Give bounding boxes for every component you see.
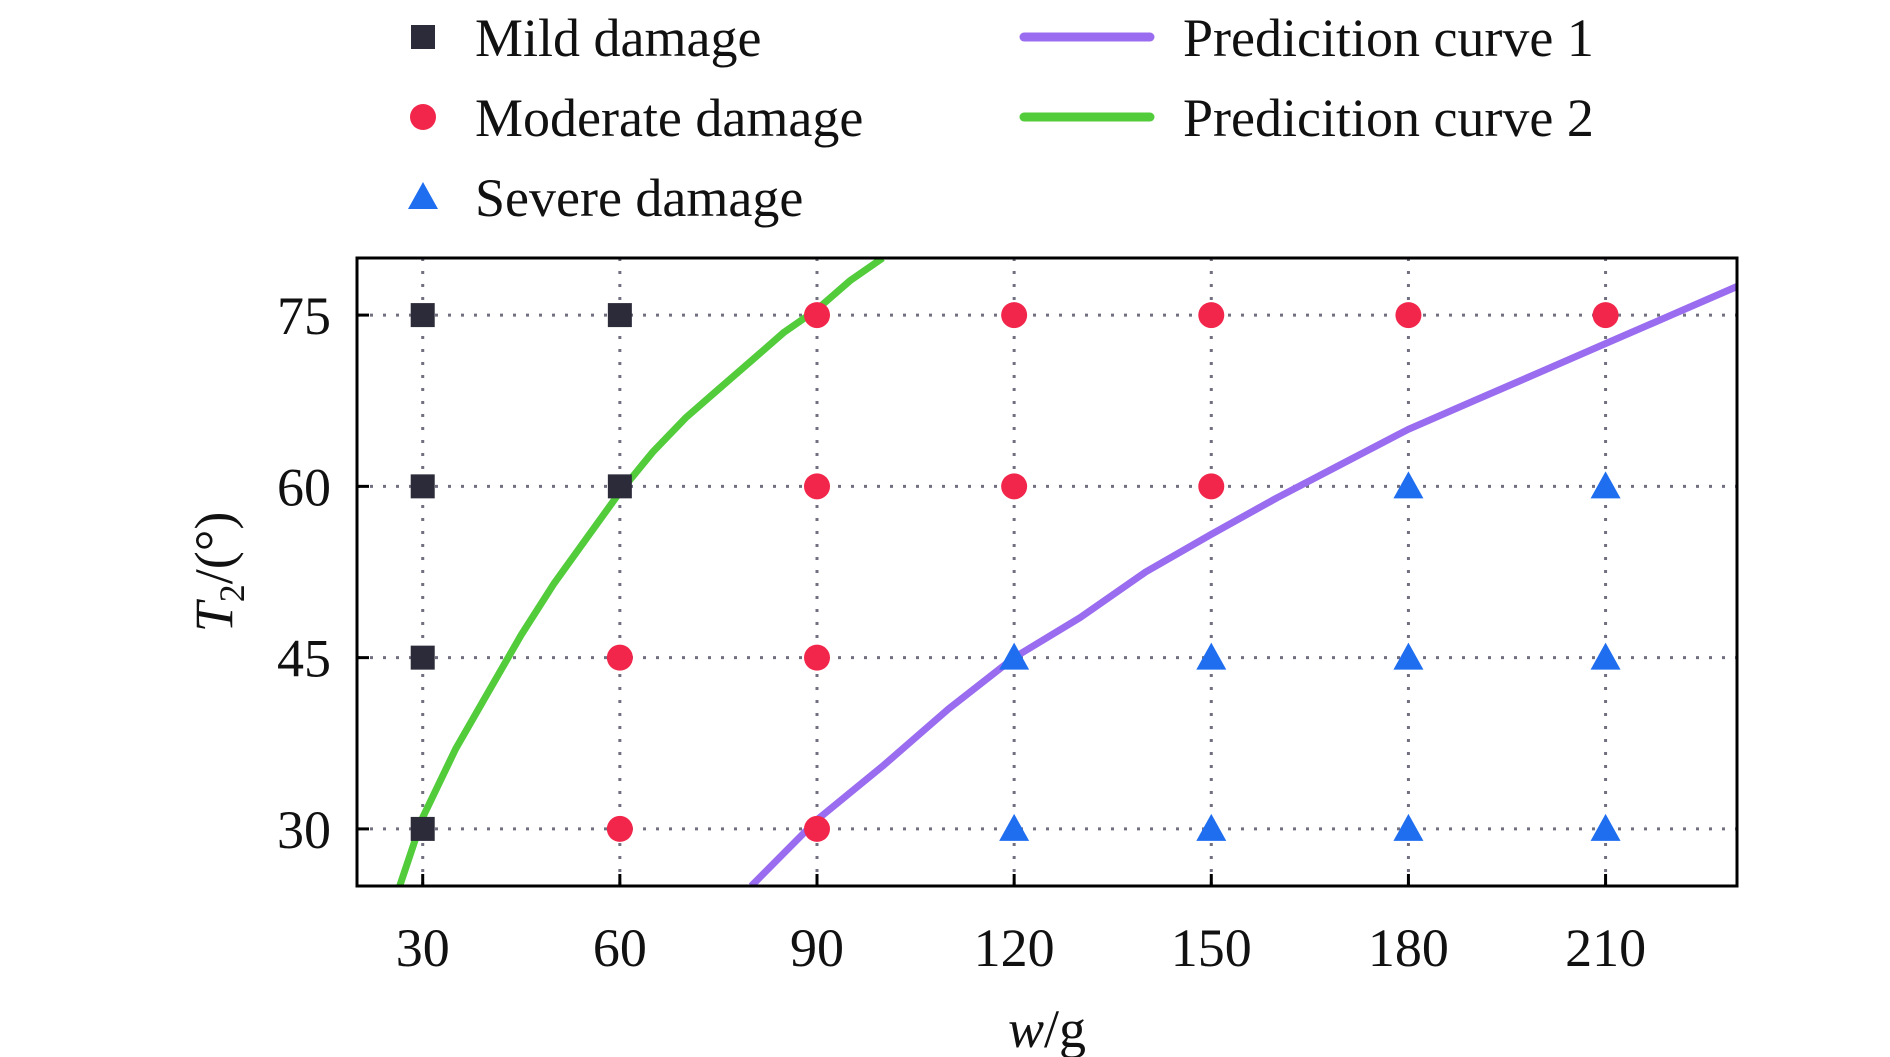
- severe-damage-point: [1590, 813, 1621, 841]
- severe-damage-point: [1196, 642, 1227, 670]
- x-tick-label: 150: [1171, 918, 1252, 978]
- severe-damage-legend-label: Severe damage: [475, 168, 803, 228]
- y-axis-unit: /(°): [184, 512, 244, 585]
- mild-damage-point: [410, 816, 435, 841]
- x-tick-label: 90: [790, 918, 844, 978]
- severe-damage-point: [1590, 471, 1621, 499]
- severe-damage-point: [1393, 642, 1424, 670]
- moderate-damage-point: [606, 644, 633, 671]
- x-tick-label: 60: [593, 918, 647, 978]
- x-axis-unit: /g: [1044, 999, 1086, 1057]
- y-axis-var: T: [184, 598, 244, 632]
- axis-labels: w/g T2/(°): [184, 512, 1086, 1057]
- mild-damage-legend-marker: [411, 25, 435, 49]
- moderate-damage-point: [1592, 302, 1619, 329]
- data-points: [410, 302, 1621, 842]
- y-tick-label: 30: [277, 800, 331, 860]
- legend: Mild damage Moderate damage Severe damage P…: [408, 8, 1594, 228]
- mild-damage-legend-label: Mild damage: [475, 8, 761, 68]
- moderate-damage-point: [606, 815, 633, 842]
- grid: [357, 258, 1737, 886]
- moderate-damage-point: [804, 302, 830, 329]
- predicition-curve-1-legend-label: Predicition curve 1: [1183, 8, 1594, 68]
- mild-damage-point: [607, 303, 632, 328]
- x-axis-var: w: [1008, 999, 1044, 1057]
- mild-damage-point: [410, 303, 435, 328]
- moderate-damage-point: [1198, 302, 1225, 329]
- severe-damage-point: [1196, 813, 1227, 841]
- moderate-damage-point: [1198, 473, 1225, 500]
- mild-damage-point: [607, 474, 632, 499]
- severe-damage-point: [999, 642, 1030, 670]
- y-axis-sub: 2: [212, 584, 252, 602]
- moderate-damage-point: [1001, 302, 1028, 329]
- moderate-damage-point: [804, 815, 830, 842]
- moderate-damage-legend-label: Moderate damage: [475, 88, 863, 148]
- moderate-damage-legend-marker: [410, 104, 436, 130]
- x-tick-label: 180: [1368, 918, 1449, 978]
- severe-damage-point: [1393, 813, 1424, 841]
- axis-ticks: 30 60 90 120 150 180 210 30 45 60 75: [277, 286, 1646, 978]
- plot-frame: [355, 256, 1739, 888]
- predicition-curve-2: [396, 258, 885, 886]
- prediction-curves: [396, 258, 1737, 886]
- severe-damage-point: [1590, 642, 1621, 670]
- severe-damage-point: [999, 813, 1030, 841]
- y-tick-label: 45: [277, 629, 331, 689]
- moderate-damage-point: [1395, 302, 1422, 329]
- moderate-damage-point: [804, 473, 830, 500]
- x-tick-label: 210: [1565, 918, 1646, 978]
- mild-damage-point: [410, 645, 435, 670]
- moderate-damage-point: [1001, 473, 1028, 500]
- y-tick-label: 75: [277, 286, 331, 346]
- moderate-damage-point: [804, 644, 830, 671]
- severe-damage-legend-marker: [408, 182, 438, 209]
- y-axis-label: T2/(°): [184, 512, 252, 633]
- x-tick-label: 30: [396, 918, 450, 978]
- x-tick-label: 120: [974, 918, 1055, 978]
- predicition-curve-1: [748, 283, 1737, 886]
- severe-damage-point: [1393, 471, 1424, 499]
- y-tick-label: 60: [277, 457, 331, 517]
- x-axis-label: w/g: [1008, 999, 1086, 1057]
- mild-damage-point: [410, 474, 435, 499]
- predicition-curve-2-legend-label: Predicition curve 2: [1183, 88, 1594, 148]
